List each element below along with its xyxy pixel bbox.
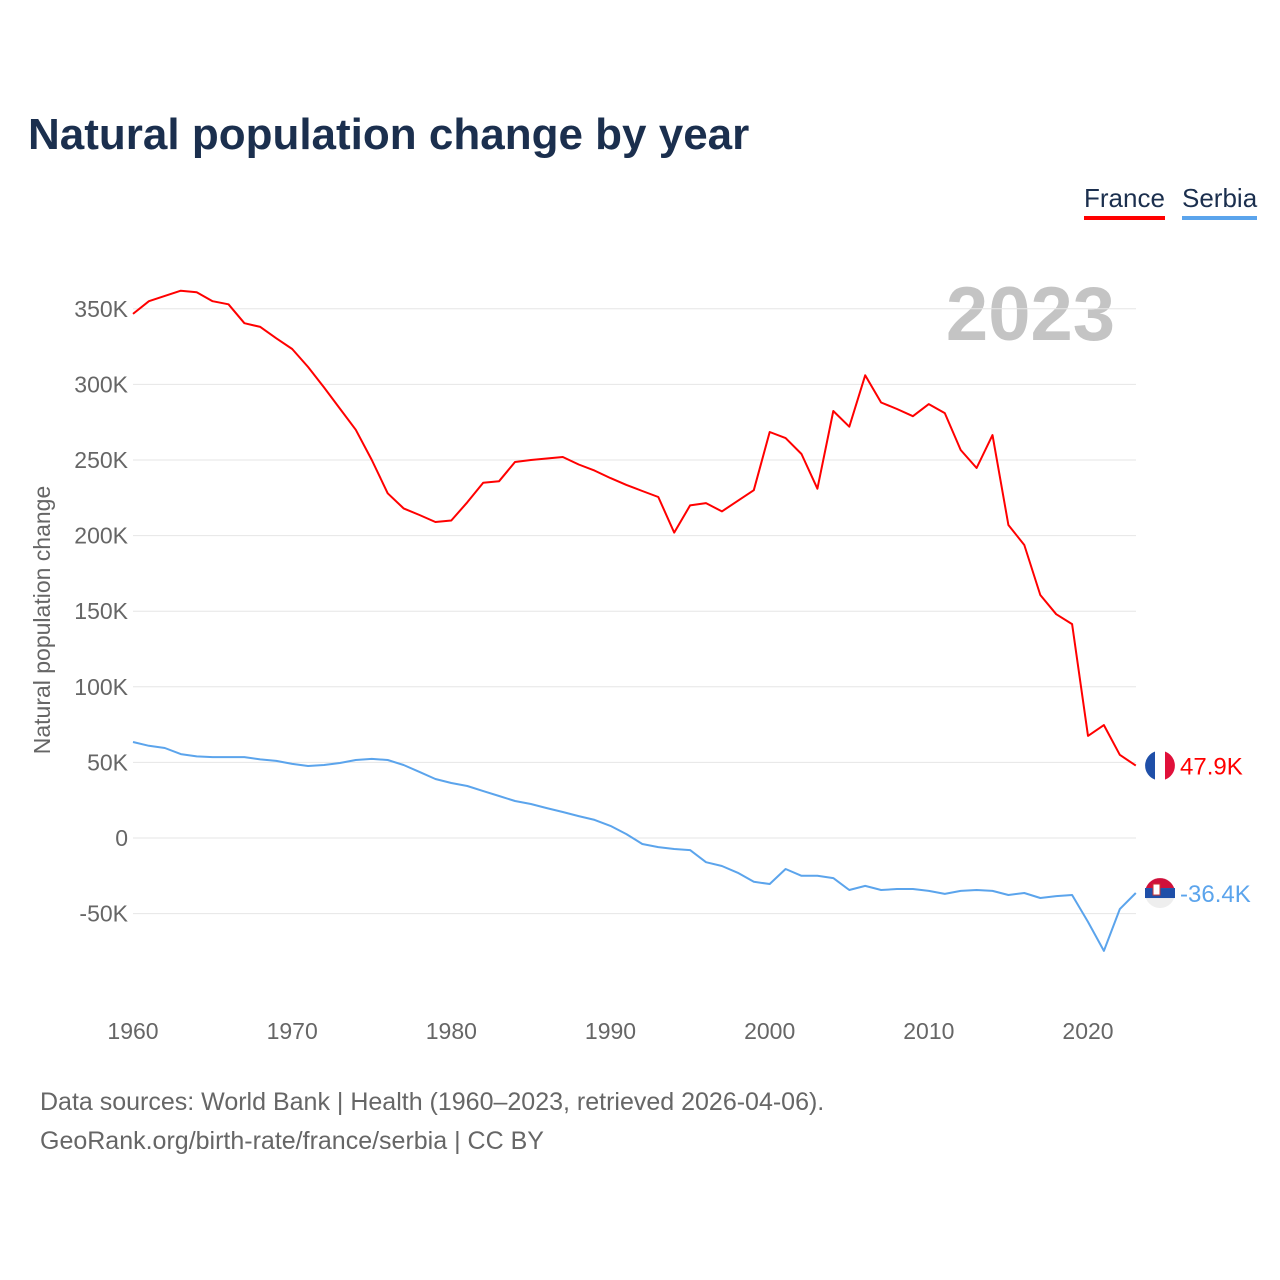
y-tick-label: 200K [74,523,128,549]
source-text: Data sources: World Bank | Health (1960–… [40,1088,825,1116]
series-line-serbia [132,741,1137,952]
x-tick-label: 1970 [267,1018,318,1044]
end-label-france: 47.9K [1180,754,1243,781]
france-flag-red [1165,751,1175,780]
x-tick-label: 2000 [744,1018,795,1044]
chart-title: Natural population change by year [28,110,750,159]
serbia-flag-emblem [1152,883,1161,896]
y-tick-label: 0 [115,825,128,851]
x-tick-label: 1960 [107,1018,158,1044]
legend-serbia[interactable]: Serbia [1182,183,1258,220]
source-link[interactable]: GeoRank.org/birth-rate/france/serbia | C… [40,1127,544,1155]
y-tick-label: 350K [74,296,128,322]
y-tick-label: 300K [74,371,128,397]
series-line-france [132,289,1137,767]
x-tick-label: 1980 [426,1018,477,1044]
y-tick-label: 150K [74,598,128,624]
y-tick-label: 100K [74,674,128,700]
y-tick-label: -50K [79,901,128,927]
france-flag-blue [1145,751,1155,780]
y-tick-label: 50K [87,749,129,775]
y-axis-label: Natural population change [29,486,55,755]
legend-france[interactable]: France [1084,183,1165,220]
y-tick-label: 250K [74,447,128,473]
end-label-serbia: -36.4K [1180,881,1251,908]
x-tick-label: 2020 [1062,1018,1113,1044]
x-tick-label: 1990 [585,1018,636,1044]
x-tick-label: 2010 [903,1018,954,1044]
year-watermark: 2023 [946,272,1115,357]
